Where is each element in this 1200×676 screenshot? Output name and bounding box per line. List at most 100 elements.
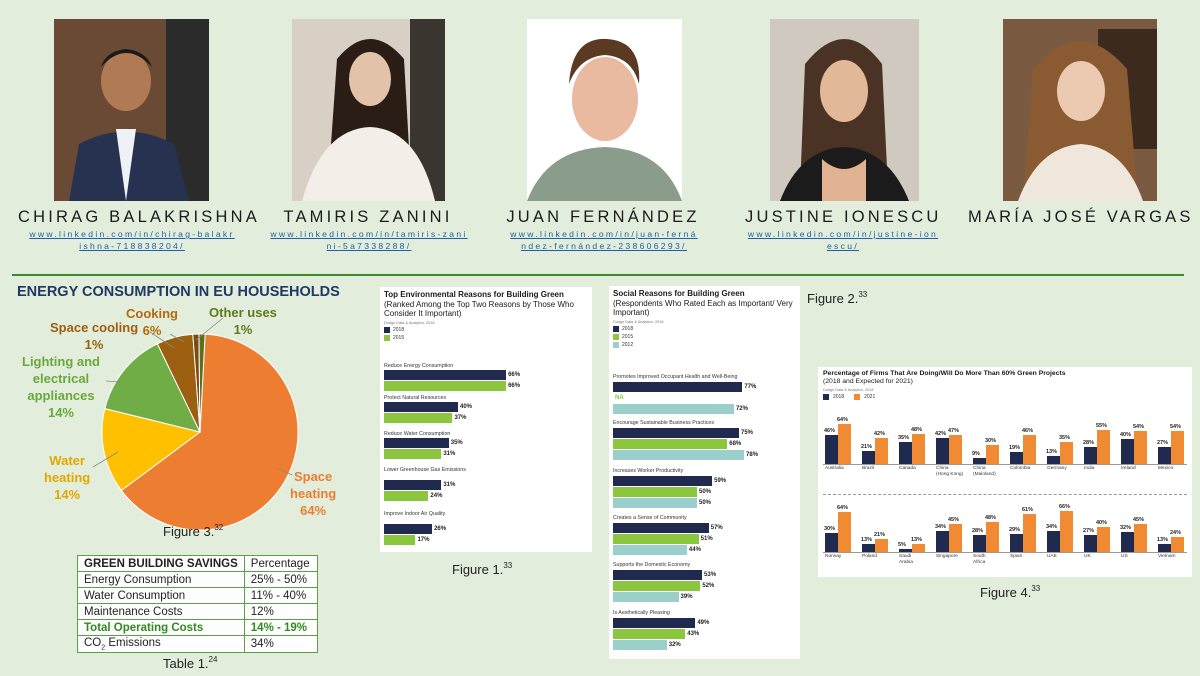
figure4-panel: Percentage of Firms That Are Doing/Will … <box>818 367 1192 577</box>
bar <box>613 545 687 555</box>
bar-value-label: 51% <box>700 536 713 542</box>
bar-value-label: 48% <box>985 515 997 522</box>
bar-value-label: 55% <box>1096 422 1108 429</box>
linkedin-link[interactable]: www.linkedin.com/in/tamiris-zanini-5a733… <box>270 229 468 251</box>
pie-label-water: Water heating 14% <box>44 452 90 503</box>
bar-value-label: 35% <box>450 440 463 446</box>
social-bars: Promotes Improved Occupant Health and We… <box>609 286 800 659</box>
bar-value-label: 53% <box>704 572 717 578</box>
pie-label-lighting: Lighting and electrical appliances 14% <box>22 353 100 421</box>
label-line: appliances <box>27 388 95 403</box>
chart-title: Top Environmental Reasons for Building G… <box>384 290 564 299</box>
label-line: 64% <box>300 503 327 518</box>
bar-value-label: 50% <box>699 489 712 495</box>
bar <box>384 491 429 501</box>
bar-category-label: Ireland <box>1121 466 1136 471</box>
co2-text: Emissions <box>105 637 161 649</box>
bar-value-label: 27% <box>1083 528 1095 535</box>
bar <box>862 543 875 552</box>
bar <box>613 404 734 414</box>
bar-category-label: Is Aesthetically Pleasing <box>613 610 670 616</box>
figure2-caption: Figure 2.33 <box>807 290 867 306</box>
bar <box>973 458 986 464</box>
bar <box>613 382 743 392</box>
bar-value-label: 32% <box>1120 525 1132 532</box>
figure4-caption: Figure 4.33 <box>980 584 1040 600</box>
person-name: CHIRAG BALAKRISHNA <box>18 208 260 226</box>
bar-value-label: 34% <box>1046 523 1058 530</box>
caption-text: Figure 4. <box>980 585 1032 600</box>
legend-item: 2015 <box>384 334 588 341</box>
bar-value-label: 48% <box>911 427 923 434</box>
pie-slice <box>120 333 299 531</box>
legend-label: 2015 <box>622 333 634 340</box>
linkedin-link[interactable]: www.linkedin.com/in/chirag-balakrishna-7… <box>29 229 235 251</box>
bar-category-label: India <box>1084 466 1095 471</box>
person-photo-icon <box>527 19 682 201</box>
bar-value-label: 35% <box>1059 435 1071 442</box>
section-divider <box>12 274 1184 276</box>
bar <box>613 534 699 544</box>
bar <box>384 535 416 545</box>
caption-text: Figure 1. <box>452 562 504 577</box>
bar <box>384 438 449 448</box>
bar <box>384 413 453 423</box>
bar-value-label: 31% <box>443 451 456 457</box>
photo-juan <box>527 19 682 201</box>
linkedin-link[interactable]: www.linkedin.com/in/justine-ionescu/ <box>747 229 939 251</box>
bar-category-label: UAE <box>1047 554 1057 559</box>
figure3-caption: Figure 3.32 <box>163 523 223 539</box>
bar-category-label: Germany <box>1047 466 1067 471</box>
caption-ref: 24 <box>208 655 218 664</box>
chart-title: Percentage of Firms That Are Doing/Will … <box>823 370 1066 377</box>
bar-category-label: Increases Worker Productivity <box>613 468 684 474</box>
bar <box>899 442 912 464</box>
linkedin-link[interactable]: www.linkedin.com/in/juan-fernández-ferná… <box>510 229 698 251</box>
bar <box>613 450 745 460</box>
bar <box>1158 447 1171 464</box>
bar <box>986 522 999 552</box>
na-label: NA <box>615 395 624 401</box>
bar <box>899 548 912 552</box>
legend-item: 2012 <box>613 341 796 348</box>
bar <box>838 424 851 464</box>
table-caption: Table 1.24 <box>163 655 217 671</box>
bar-category-label: Norway <box>825 554 842 559</box>
bar-value-label: 40% <box>460 404 473 410</box>
pie-label-space: Space heating 64% <box>290 468 336 519</box>
bar-category-label: Creates a Sense of Community <box>613 515 687 521</box>
caption-text: Table 1. <box>163 656 209 671</box>
table-row: Maintenance Costs 12% <box>77 603 318 620</box>
bar-value-label: 68% <box>729 441 742 447</box>
bar-value-label: 37% <box>454 415 467 421</box>
caption-ref: 33 <box>858 290 868 299</box>
bar-value-label: 77% <box>744 384 757 390</box>
caption-ref: 33 <box>1031 584 1041 593</box>
energy-pie-chart <box>101 333 299 531</box>
label-line: Other uses <box>209 305 277 320</box>
bar <box>613 476 713 486</box>
pie-leader-lines <box>92 317 293 476</box>
bar-category-label: South Africa <box>973 554 986 565</box>
bar-value-label: 32% <box>668 642 681 648</box>
bar-value-label: 57% <box>710 525 723 531</box>
bar-category-label: Promotes Improved Occupant Health and We… <box>613 374 738 380</box>
bar-category-label: Reduce Energy Consumption <box>384 363 454 369</box>
table-cell: 25% - 50% <box>243 571 318 588</box>
bar <box>613 592 679 602</box>
table-cell: 11% - 40% <box>243 587 318 604</box>
bar <box>1097 429 1110 464</box>
bar-value-label: 5% <box>898 541 906 548</box>
bar <box>1171 537 1184 552</box>
photo-tamiris <box>292 19 445 201</box>
table-cell: 14% - 19% <box>243 619 318 636</box>
bar <box>613 487 697 497</box>
table-row: Water Consumption 11% - 40% <box>77 587 318 604</box>
table-row: CO2 Emissions 34% <box>77 634 318 654</box>
bar <box>949 524 962 552</box>
bar <box>1047 530 1060 552</box>
bar-value-label: 13% <box>861 536 873 543</box>
bar-category-label: Reduce Water Consumption <box>384 431 451 437</box>
pie-slice <box>104 343 201 433</box>
legend-label: 2012 <box>622 341 634 348</box>
